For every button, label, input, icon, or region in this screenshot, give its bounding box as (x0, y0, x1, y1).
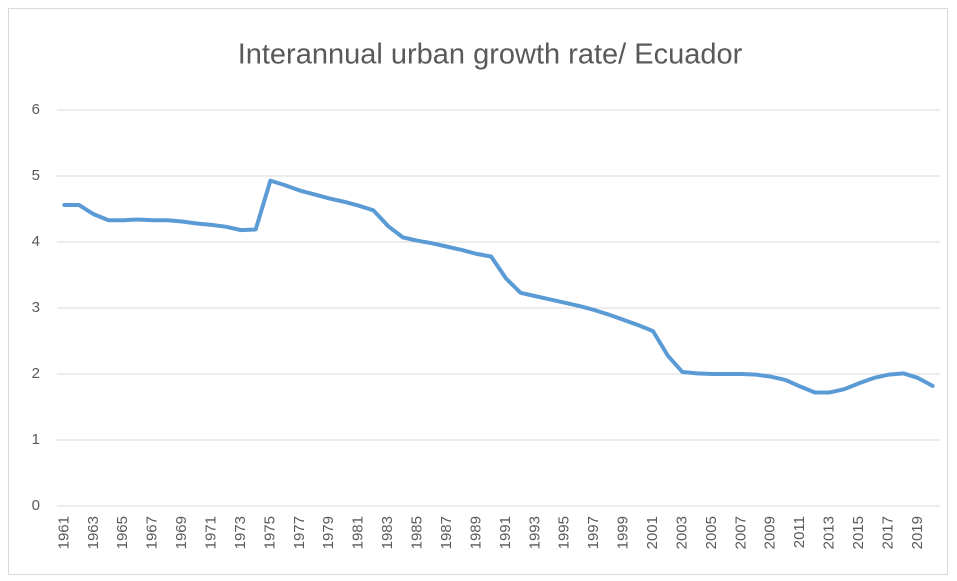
x-tick-label: 1995 (556, 516, 573, 549)
x-tick-label: 2019 (909, 516, 926, 549)
x-tick-label: 1963 (85, 516, 102, 549)
x-tick-label: 2013 (821, 516, 838, 549)
y-tick-label: 0 (32, 497, 40, 514)
x-tick-label: 1977 (291, 516, 308, 549)
x-tick-label: 2005 (703, 516, 720, 549)
x-tick-label: 2011 (791, 516, 808, 548)
x-tick-label: 1981 (350, 516, 367, 549)
chart-area (8, 8, 948, 575)
x-tick-label: 1965 (114, 516, 131, 549)
x-tick-label: 1973 (232, 516, 249, 549)
x-tick-label: 1987 (438, 516, 455, 549)
x-tick-label: 1997 (585, 516, 602, 549)
x-tick-label: 1979 (320, 516, 337, 549)
x-tick-label: 2003 (673, 516, 690, 549)
x-tick-label: 1999 (615, 516, 632, 549)
x-tick-label: 1991 (497, 516, 514, 549)
line-series (62, 178, 935, 395)
x-tick-label: 1985 (409, 516, 426, 549)
x-tick-label: 1969 (173, 516, 190, 549)
x-tick-label: 1983 (379, 516, 396, 549)
x-tick-label: 2009 (762, 516, 779, 549)
x-tick-label: 2007 (732, 516, 749, 549)
y-tick-label: 2 (32, 365, 40, 382)
x-tick-label: 1961 (55, 516, 72, 549)
chart-title: Interannual urban growth rate/ Ecuador (238, 39, 743, 71)
y-tick-label: 5 (32, 167, 40, 184)
x-tick-label: 2001 (644, 516, 661, 549)
x-tick-label: 1993 (526, 516, 543, 549)
x-tick-label: 2017 (879, 516, 896, 549)
x-tick-label: 2015 (850, 516, 867, 549)
x-tick-label: 1975 (261, 516, 278, 549)
y-tick-label: 6 (32, 101, 40, 118)
x-tick-label: 1989 (467, 516, 484, 549)
y-tick-label: 4 (32, 233, 40, 250)
x-tick-label: 1967 (144, 516, 161, 549)
y-tick-label: 3 (32, 299, 40, 316)
y-tick-label: 1 (32, 431, 40, 448)
x-tick-label: 1971 (202, 516, 219, 549)
